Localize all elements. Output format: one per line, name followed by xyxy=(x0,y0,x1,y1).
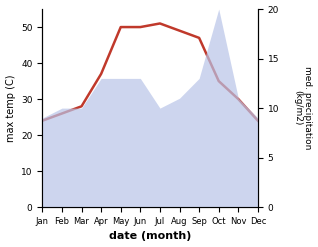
Y-axis label: med. precipitation
(kg/m2): med. precipitation (kg/m2) xyxy=(293,66,313,150)
Y-axis label: max temp (C): max temp (C) xyxy=(5,74,16,142)
X-axis label: date (month): date (month) xyxy=(109,231,191,242)
